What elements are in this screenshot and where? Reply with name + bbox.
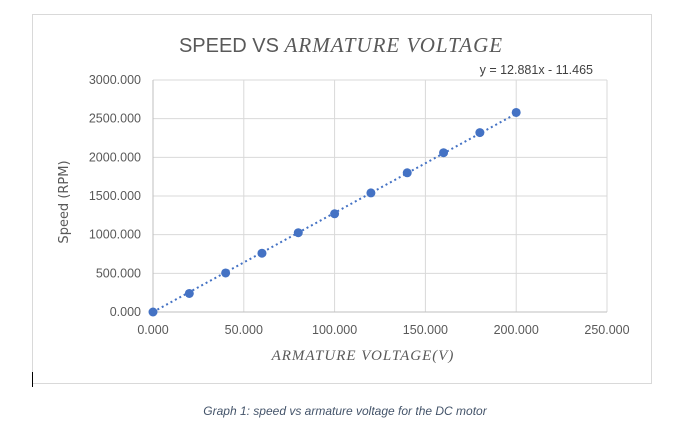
data-point xyxy=(366,188,376,198)
data-point xyxy=(221,268,231,278)
x-tick-label: 0.000 xyxy=(137,323,168,337)
y-tick-label: 3000.000 xyxy=(89,73,141,87)
data-point xyxy=(402,168,412,178)
y-tick-label: 1500.000 xyxy=(89,189,141,203)
chart-frame: SPEED VS ARMATURE VOLTAGE y = 12.881x - … xyxy=(32,14,652,384)
y-tick-label: 0.000 xyxy=(110,305,141,319)
data-point xyxy=(439,148,449,158)
grid-layer xyxy=(153,79,608,312)
x-tick-label: 50.000 xyxy=(225,323,263,337)
x-tick-label: 200.000 xyxy=(494,323,539,337)
x-tick-label: 150.000 xyxy=(403,323,448,337)
chart-svg: SPEED VS ARMATURE VOLTAGE y = 12.881x - … xyxy=(57,33,630,364)
y-tick-label: 1000.000 xyxy=(89,228,141,242)
y-tick-label: 500.000 xyxy=(96,266,141,280)
chart-title-prefix: SPEED VS xyxy=(179,35,285,57)
x-axis-label: ARMATURE VOLTAGE(V) xyxy=(271,348,455,364)
y-tick-label: 2000.000 xyxy=(89,150,141,164)
text-cursor xyxy=(32,372,33,387)
data-point xyxy=(184,288,194,298)
data-point xyxy=(148,307,158,317)
data-points-layer xyxy=(148,107,521,317)
chart-title-italic: ARMATURE VOLTAGE xyxy=(283,33,504,57)
figure-caption: Graph 1: speed vs armature voltage for t… xyxy=(203,404,487,418)
data-point xyxy=(511,107,521,117)
axis-layer: 0.000 50.000 100.000 150.000 200.000 250.000 0… xyxy=(89,73,630,337)
data-point xyxy=(257,248,267,258)
y-axis-label: Speed (RPM) xyxy=(57,160,72,243)
chart-title: SPEED VS ARMATURE VOLTAGE xyxy=(179,33,503,57)
x-tick-label: 100.000 xyxy=(312,323,357,337)
data-point xyxy=(330,209,340,219)
data-point xyxy=(293,228,303,238)
trendline-equation: y = 12.881x - 11.465 xyxy=(480,63,593,77)
y-tick-label: 2500.000 xyxy=(89,112,141,126)
data-point xyxy=(475,128,485,138)
x-tick-label: 250.000 xyxy=(584,323,629,337)
